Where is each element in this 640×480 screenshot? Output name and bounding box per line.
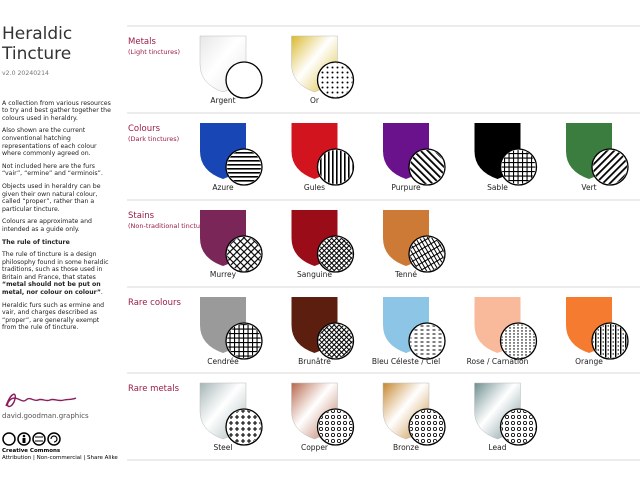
signature-logo: [5, 393, 77, 408]
tincture-name: Vert: [581, 183, 596, 192]
hatching: [410, 324, 444, 358]
hatching: [410, 410, 444, 444]
tincture-name: Lead: [488, 443, 506, 452]
tincture-name: Bleu Céleste / Ciel: [372, 357, 440, 366]
paragraph: Heraldic furs such as ermine and vair, a…: [2, 301, 105, 332]
hatching: [501, 410, 536, 444]
text: .: [100, 289, 103, 297]
hatching: [318, 410, 353, 444]
tincture-name: Copper: [301, 443, 329, 452]
hatching: [501, 324, 536, 358]
tincture-name: Argent: [210, 96, 235, 105]
tincture-name: Cendrée: [207, 357, 239, 366]
section-heading: Rare colours: [128, 298, 181, 308]
section-heading: Metals: [128, 37, 156, 47]
hatching: [593, 324, 627, 358]
title: Heraldic Tincture: [2, 24, 73, 64]
hatching: [227, 237, 261, 271]
section-subtitle: (Light tinctures): [128, 48, 180, 56]
tincture-name: Rose / Carnation: [467, 357, 529, 366]
section-heading: Rare metals: [128, 384, 180, 394]
hatching: [410, 150, 444, 184]
tincture-name: Gules: [304, 183, 325, 192]
hatching: [318, 324, 353, 358]
tincture-name: Steel: [213, 443, 232, 452]
hatching-circle: [225, 61, 263, 99]
tincture-name: Sanguine: [297, 270, 332, 279]
version: v2.0 20240214: [2, 70, 49, 77]
hatching: [501, 150, 536, 184]
text: The rule of tincture is a design philoso…: [2, 251, 109, 281]
sidebar: Heraldic Tincture v2.0 20240214 A collec…: [2, 0, 114, 337]
paragraph: Colours are approximate and intended as …: [2, 218, 92, 233]
hatching: [227, 410, 261, 444]
hatching: [318, 63, 353, 97]
rule-text: The rule of tincture is a design philoso…: [2, 251, 114, 297]
rule-heading: The rule of tincture: [2, 238, 70, 246]
cc-icons: [2, 432, 61, 446]
hatching: [227, 324, 261, 358]
hatching: [318, 150, 353, 184]
tincture-name: Tenné: [394, 270, 417, 279]
tincture-name: Bronze: [393, 443, 419, 452]
section-subtitle: (Non-traditional tinctures): [128, 222, 212, 230]
section-heading: Stains: [128, 211, 155, 221]
tincture-name: Murrey: [210, 270, 237, 279]
hatching: [318, 237, 353, 271]
bold-text: “metal should not be put on metal, nor c…: [2, 281, 101, 297]
tincture-name: Or: [310, 96, 320, 105]
license-terms: Attribution | Non-commercial | Share Ali…: [2, 455, 118, 461]
tincture-name: Orange: [575, 357, 603, 366]
tincture-name: Purpure: [391, 183, 421, 192]
hatching: [410, 237, 444, 271]
license-title: Creative Commons: [2, 448, 61, 454]
tincture-name: Azure: [212, 183, 234, 192]
tincture-name: Sable: [487, 183, 508, 192]
section-heading: Colours: [128, 124, 161, 134]
hatching: [227, 150, 261, 184]
paragraph: Objects used in heraldry can be given th…: [2, 182, 101, 213]
tincture-name: Brunâtre: [298, 357, 331, 366]
hatching: [593, 150, 627, 184]
paragraph: A collection from various resources to t…: [2, 99, 111, 122]
paragraph: Also shown are the current conventional …: [2, 127, 97, 158]
section-subtitle: (Dark tinctures): [128, 135, 179, 143]
paragraph: Not included here are the furs “vair”, “…: [2, 162, 103, 178]
website: david.goodman.graphics: [2, 412, 89, 420]
